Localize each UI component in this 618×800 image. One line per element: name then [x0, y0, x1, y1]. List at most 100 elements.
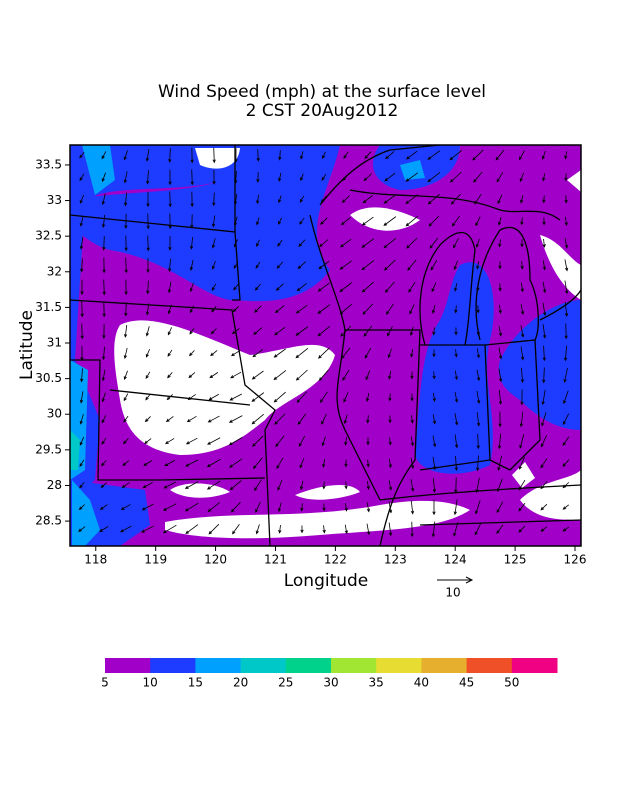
wind-arrow — [277, 479, 283, 491]
wind-arrow — [498, 326, 503, 337]
wind-arrow — [233, 216, 238, 227]
wind-arrow — [476, 327, 480, 336]
wind-arrow — [387, 348, 392, 359]
wind-arrow — [209, 372, 219, 379]
wind-arrow — [300, 173, 304, 182]
wind-arrow — [405, 172, 419, 182]
colorbar-box — [421, 658, 468, 673]
x-tick-label: 126 — [564, 553, 587, 567]
wind-arrow — [278, 525, 282, 534]
wind-arrow — [230, 371, 242, 379]
wind-arrow — [146, 191, 150, 208]
wind-arrow — [495, 149, 505, 161]
wind-arrow — [189, 327, 195, 335]
wind-arrow — [210, 350, 218, 357]
wind-arrow — [252, 457, 263, 470]
map-field — [70, 145, 581, 546]
wind-arrow — [431, 304, 436, 314]
wind-arrow — [564, 238, 569, 249]
wind-arrow — [564, 323, 568, 340]
wind-arrow — [542, 260, 546, 271]
wind-arrow — [498, 283, 502, 292]
wind-arrow — [120, 504, 131, 511]
wind-arrow — [320, 195, 327, 203]
x-tick-label: 121 — [264, 553, 287, 567]
y-tick-label: 32.5 — [35, 229, 62, 243]
wind-arrow — [405, 215, 418, 227]
axes: 118 119 120 121 122 123 124 125 126 28.5 28 29.5 30 3… — [35, 157, 586, 566]
wind-arrow — [229, 393, 242, 401]
wind-arrow — [383, 194, 396, 204]
wind-arrow — [256, 171, 260, 183]
wind-arrow — [78, 526, 86, 532]
state-borders — [70, 145, 581, 546]
wind-arrow — [163, 481, 176, 489]
wind-arrow — [101, 369, 106, 382]
wind-arrow — [432, 499, 436, 516]
wind-arrow — [212, 147, 216, 164]
wind-arrow — [520, 239, 524, 248]
wind-arrow — [520, 325, 525, 338]
wind-arrow — [453, 522, 459, 537]
wind-arrow — [123, 150, 128, 161]
wind-arrow — [520, 217, 524, 226]
wind-arrow — [273, 391, 286, 403]
wind-arrow — [432, 327, 436, 336]
wind-arrow — [340, 217, 351, 226]
wind-arrow — [564, 280, 569, 295]
wind-arrow — [208, 523, 220, 535]
wind-arrow — [145, 303, 150, 316]
wind-arrow — [123, 192, 128, 207]
wind-arrow — [79, 215, 84, 227]
wind-arrow — [318, 347, 330, 359]
wind-arrow — [212, 169, 216, 185]
wind-arrow — [410, 371, 414, 380]
wind-arrow — [542, 302, 547, 317]
wind-arrow — [564, 216, 568, 227]
border-line — [109, 389, 251, 406]
wind-arrow — [432, 478, 437, 493]
wind-arrow — [211, 305, 217, 313]
wind-arrow — [454, 327, 458, 336]
colorbar-box — [240, 658, 287, 673]
field-white — [195, 148, 240, 169]
wind-arrow — [299, 480, 304, 491]
colorbar-box — [511, 658, 558, 673]
wind-arrow — [542, 281, 547, 294]
wind-arrow — [562, 413, 570, 426]
wind-arrow — [540, 435, 547, 448]
wind-arrow — [498, 304, 502, 315]
wind-arrow — [432, 392, 436, 402]
wind-arrow — [123, 324, 128, 338]
wind-arrow — [144, 438, 152, 445]
wind-arrow — [432, 435, 437, 448]
wind-arrow — [165, 416, 174, 423]
wind-arrow — [124, 257, 128, 274]
wind-arrow — [230, 349, 241, 357]
wind-arrow — [564, 259, 569, 272]
wind-arrow — [432, 349, 436, 358]
y-tick-label: 28 — [47, 478, 62, 492]
wind-arrow — [80, 345, 84, 362]
wind-arrow — [101, 415, 107, 424]
plot-frame — [69, 144, 582, 547]
colorbar-box — [376, 658, 422, 673]
wind-arrow — [230, 501, 241, 513]
colorbar-label: 15 — [188, 676, 203, 690]
wind-arrow — [277, 217, 282, 225]
wind-arrow — [124, 235, 128, 252]
wind-arrow — [80, 368, 84, 383]
border-line — [70, 299, 276, 546]
wind-arrow — [322, 503, 326, 512]
field-white — [540, 235, 581, 300]
wind-arrow — [432, 456, 437, 471]
wind-arrow — [234, 170, 238, 185]
wind-arrow — [343, 392, 349, 403]
wind-arrow — [80, 301, 84, 318]
wind-arrow — [123, 370, 128, 381]
wind-arrow — [562, 436, 570, 446]
wind-arrow — [344, 437, 348, 446]
wind-arrow — [410, 521, 414, 538]
wind-arrow — [475, 477, 480, 494]
wind-arrow — [342, 173, 350, 181]
